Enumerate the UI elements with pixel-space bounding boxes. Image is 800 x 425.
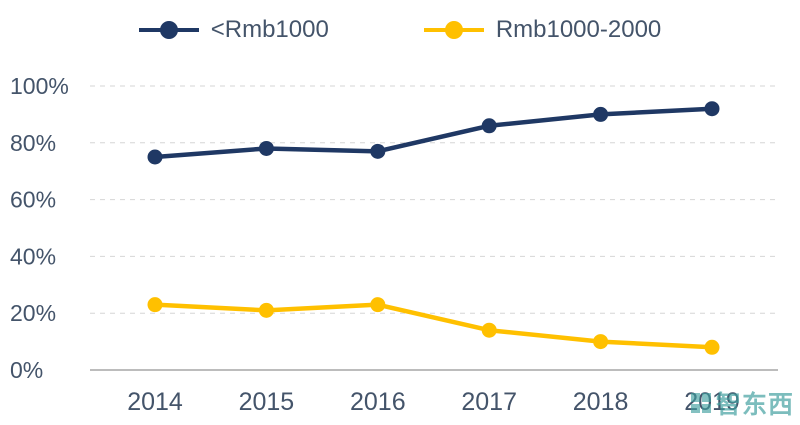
x-tick-label: 2017 bbox=[461, 388, 517, 416]
data-point-marker-rmb1000 bbox=[481, 118, 497, 134]
legend-label-rmb-1000-2000: Rmb1000-2000 bbox=[495, 16, 662, 43]
data-point-marker-rmb1000-2000 bbox=[370, 297, 386, 313]
data-point-marker-rmb1000 bbox=[258, 140, 274, 156]
legend-line-marker-icon bbox=[138, 21, 199, 39]
x-tick-label: 2014 bbox=[127, 388, 183, 416]
watermark-logo: 智东西 bbox=[690, 385, 794, 421]
legend-dot bbox=[159, 21, 178, 39]
x-tick-label: 2015 bbox=[239, 388, 295, 416]
data-point-marker-rmb1000 bbox=[370, 143, 386, 159]
y-tick-label: 80% bbox=[10, 130, 56, 156]
legend-label-rmb-under-1000: <Rmb1000 bbox=[210, 16, 329, 43]
series-line-rmb1000-2000 bbox=[152, 302, 715, 350]
data-point-marker-rmb1000 bbox=[593, 106, 609, 122]
data-point-marker-rmb1000-2000 bbox=[704, 339, 720, 355]
data-point-marker-rmb1000-2000 bbox=[481, 322, 497, 338]
watermark-text: 智东西 bbox=[715, 391, 794, 419]
data-point-marker-rmb1000-2000 bbox=[258, 302, 274, 318]
y-tick-label: 0% bbox=[10, 357, 43, 383]
y-tick-label: 40% bbox=[10, 243, 56, 269]
x-tick-label: 2018 bbox=[573, 388, 629, 416]
legend-line-marker-icon bbox=[423, 21, 484, 39]
data-point-marker-rmb1000 bbox=[704, 101, 720, 117]
legend-item-rmb-under-1000: <Rmb1000 bbox=[138, 16, 329, 44]
y-tick-label: 100% bbox=[10, 73, 69, 99]
chart-legend: <Rmb1000 Rmb1000-2000 bbox=[0, 16, 800, 44]
legend-dot bbox=[444, 21, 463, 39]
data-point-marker-rmb1000 bbox=[147, 149, 163, 165]
x-tick-label: 2016 bbox=[350, 388, 406, 416]
watermark-grid-icon bbox=[690, 393, 711, 413]
y-tick-label: 60% bbox=[10, 187, 56, 213]
series-line-rmb1000 bbox=[152, 106, 715, 160]
data-point-marker-rmb1000-2000 bbox=[147, 297, 163, 313]
legend-item-rmb-1000-2000: Rmb1000-2000 bbox=[423, 16, 662, 44]
data-point-marker-rmb1000-2000 bbox=[593, 334, 609, 350]
y-tick-label: 20% bbox=[10, 300, 56, 326]
